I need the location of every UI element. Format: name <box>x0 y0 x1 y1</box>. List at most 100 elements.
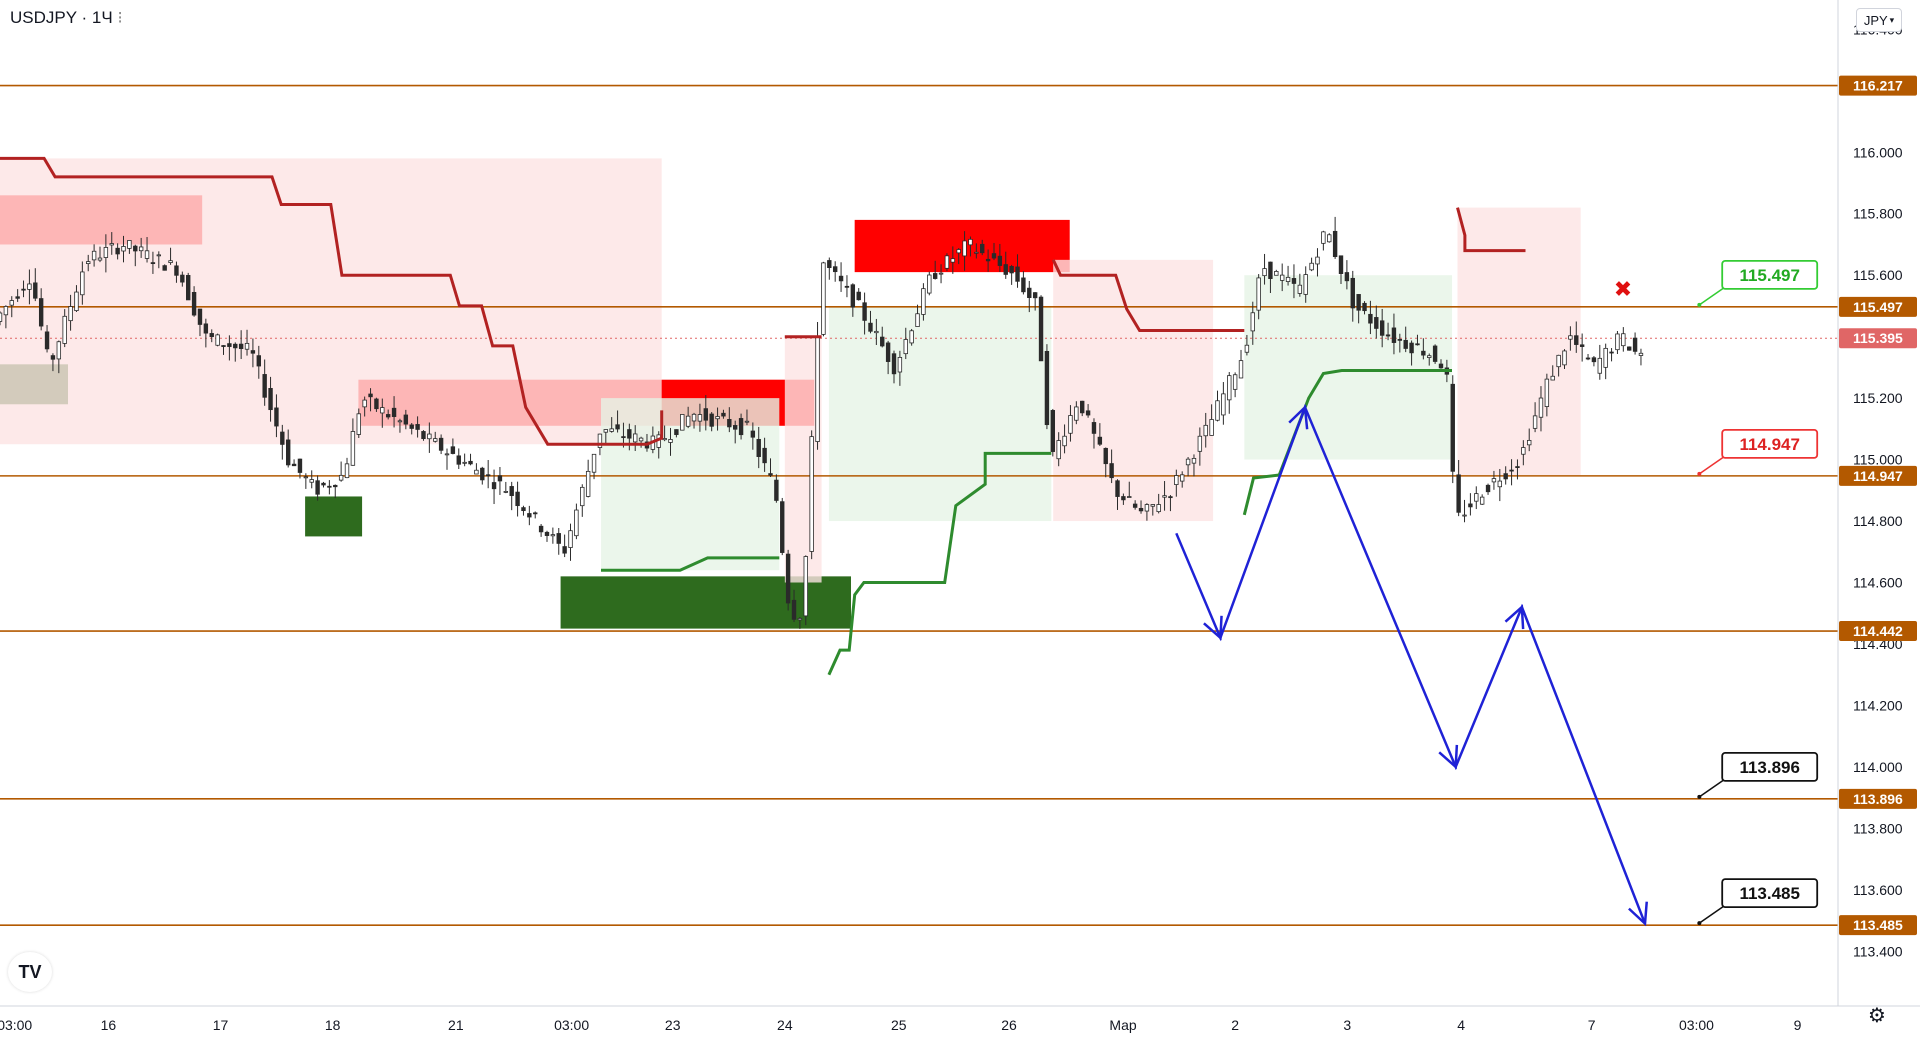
candle-body <box>1368 313 1373 324</box>
green-trail-line <box>1242 369 1452 516</box>
candle-body <box>862 302 867 321</box>
candle-body <box>21 288 26 291</box>
candle-body <box>1597 357 1602 374</box>
candle-body <box>1585 357 1591 360</box>
candle-body <box>1438 363 1444 369</box>
callout-box <box>1721 751 1819 782</box>
price-tick-label: 113.400 <box>1853 943 1903 959</box>
candle-body <box>1250 312 1255 332</box>
candle-body <box>662 438 667 441</box>
candle-body <box>1127 496 1132 498</box>
level-tag <box>1839 788 1917 809</box>
time-tick-label: 4 <box>1457 1017 1465 1033</box>
candle-body <box>1303 274 1308 295</box>
candle-body <box>1309 262 1314 271</box>
candle-body <box>321 482 326 486</box>
candle-body <box>1091 422 1097 434</box>
red-trail-fill <box>1053 259 1214 522</box>
candle-body <box>1274 271 1279 276</box>
candle-body <box>27 283 32 290</box>
candle-body <box>1291 278 1297 284</box>
level-tag <box>1839 75 1917 96</box>
green-trail-fill <box>1244 275 1453 460</box>
candle-body <box>1221 393 1226 416</box>
candle-body <box>680 414 685 431</box>
candle-body <box>1244 344 1250 353</box>
candle-body <box>1527 439 1532 446</box>
candle-body <box>1268 261 1273 279</box>
candle-body <box>368 393 373 398</box>
candle-body <box>1350 277 1355 309</box>
candle-body <box>544 531 550 536</box>
candle-body <box>980 243 985 254</box>
callout-anchor <box>1697 471 1702 476</box>
red-trail-line <box>0 156 664 446</box>
candle-body <box>1080 400 1085 414</box>
candle-body <box>1150 504 1155 507</box>
candle-body <box>127 240 132 249</box>
candle-body <box>1262 268 1267 277</box>
candle-body <box>585 470 591 497</box>
currency-button[interactable]: JPY ▾ <box>1856 8 1902 32</box>
symbol-title[interactable]: USDJPY · 1Ч ⁝ <box>10 8 123 28</box>
candle-body <box>380 407 385 414</box>
candle-body <box>1609 351 1614 354</box>
candle-body <box>162 265 167 271</box>
candle-body <box>703 408 708 421</box>
candle-body <box>1044 350 1050 426</box>
candle-body <box>268 388 273 411</box>
candle-body <box>1485 484 1491 493</box>
candle-body <box>821 262 826 335</box>
candle-body <box>574 509 579 537</box>
time-tick-label: 03:00 <box>0 1017 32 1033</box>
candle-body <box>1432 345 1438 362</box>
candle-body <box>903 339 908 355</box>
candle-body <box>791 599 797 620</box>
candle-body <box>685 415 691 427</box>
candle-body <box>144 250 150 259</box>
candle-body <box>756 438 761 457</box>
gear-icon[interactable]: ⚙ <box>1868 1005 1886 1027</box>
candle-body <box>103 247 109 258</box>
candle-body <box>962 240 967 257</box>
candle-body <box>709 413 714 427</box>
candle-body <box>1144 504 1150 512</box>
callout-box <box>1721 878 1819 909</box>
candle-body <box>591 453 597 473</box>
candle-body <box>968 238 973 246</box>
candle-body <box>1532 415 1538 429</box>
candle-body <box>497 475 503 482</box>
candle-body <box>909 330 914 344</box>
interval-label: 1Ч <box>91 8 113 27</box>
callout-label: 113.896 <box>1739 758 1800 777</box>
candle-body <box>691 413 697 422</box>
symbol-name: USDJPY <box>10 8 77 27</box>
candle-body <box>309 479 314 483</box>
candle-body <box>433 438 438 442</box>
green-trail-line <box>827 451 1052 676</box>
candle-body <box>1468 503 1473 508</box>
candle-body <box>74 291 79 312</box>
candle-body <box>803 556 808 617</box>
candle-body <box>1474 493 1479 502</box>
candle-body <box>897 356 903 373</box>
candle-body <box>1097 436 1103 445</box>
candle-body <box>274 407 279 427</box>
current-price-label: 115.395 <box>1853 330 1903 346</box>
candle-body <box>721 412 726 417</box>
level-tag-label: 114.947 <box>1853 468 1903 484</box>
candle-body <box>603 429 609 433</box>
candle-body <box>1362 302 1367 312</box>
candle-body <box>80 271 85 296</box>
projection-layer: ✖ <box>1175 278 1648 927</box>
candle-body <box>1591 357 1597 363</box>
candle-body <box>391 407 397 417</box>
candle-body <box>297 458 303 473</box>
candle-body <box>315 480 320 495</box>
candle-body <box>1491 478 1497 483</box>
candle-body <box>1032 292 1038 299</box>
candle-body <box>415 424 420 430</box>
projection-path <box>1175 403 1647 925</box>
candle-body <box>450 446 456 454</box>
